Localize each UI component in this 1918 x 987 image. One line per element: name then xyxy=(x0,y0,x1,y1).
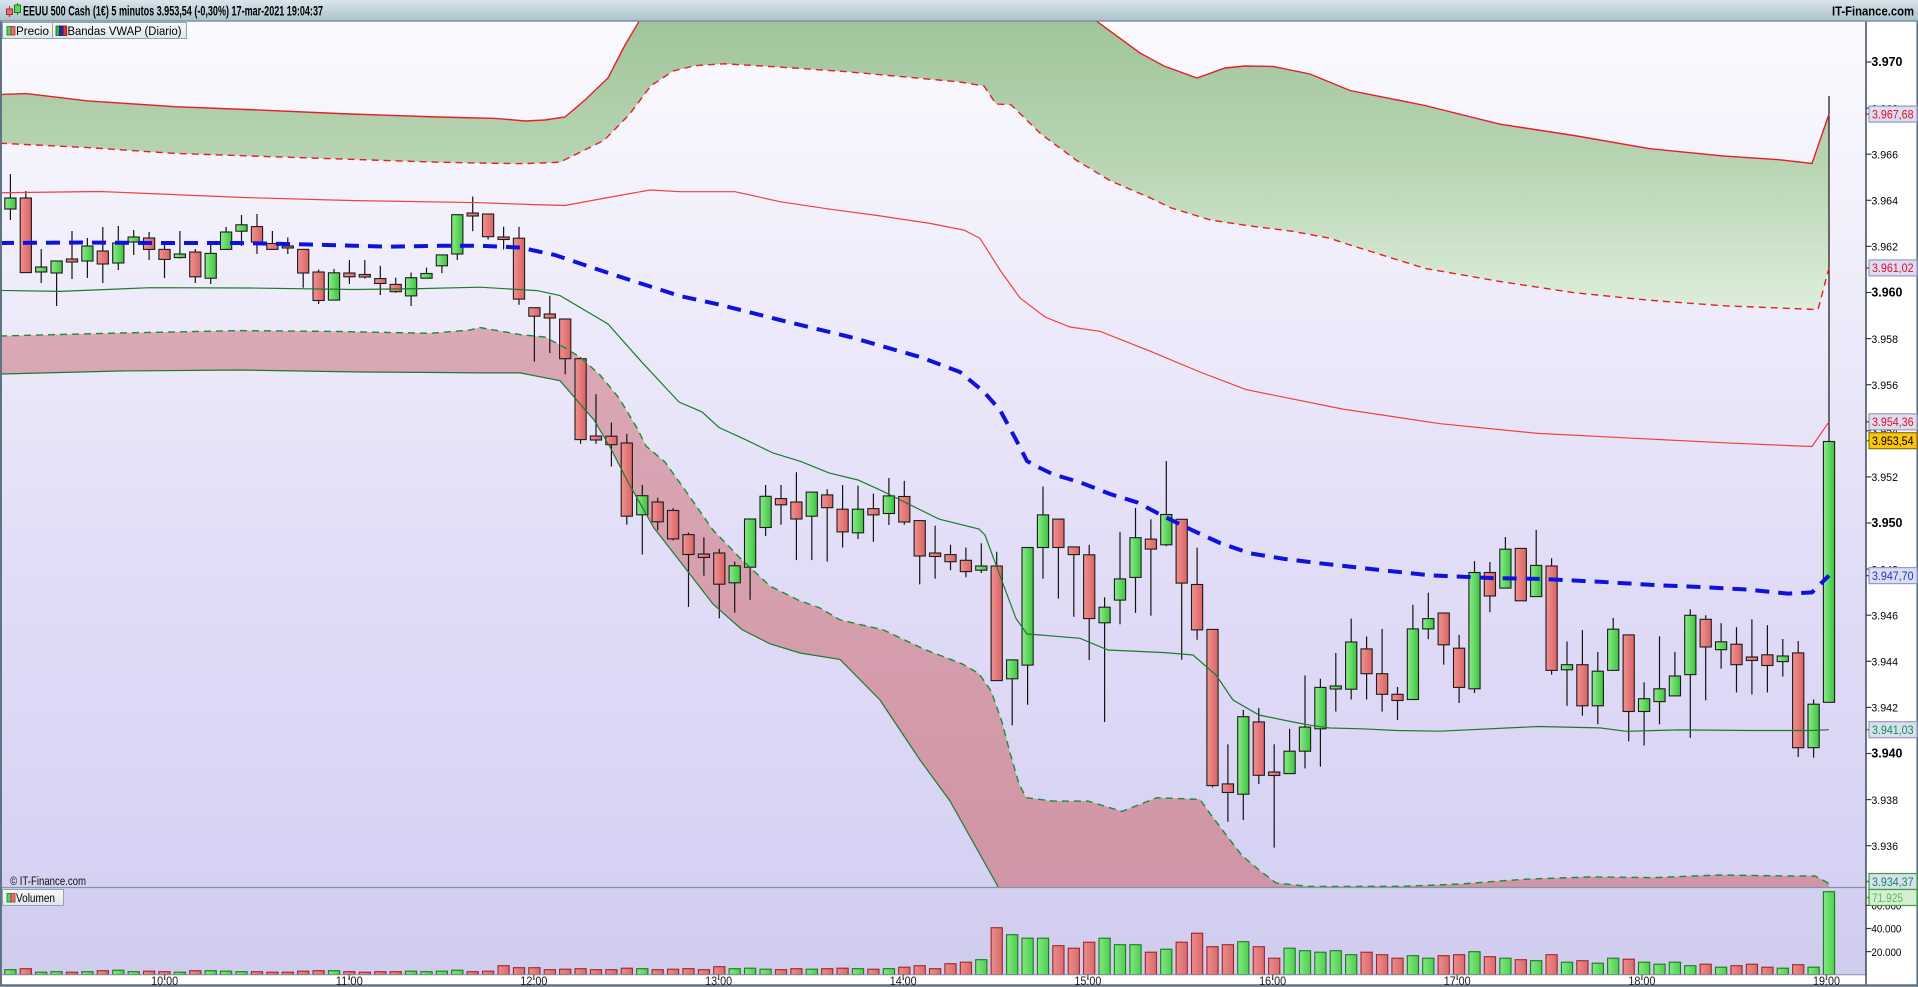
svg-text:3.950: 3.950 xyxy=(1871,515,1902,530)
svg-text:3.970: 3.970 xyxy=(1871,54,1902,69)
svg-text:© IT-Finance.com: © IT-Finance.com xyxy=(10,874,86,888)
svg-text:71.925: 71.925 xyxy=(1872,891,1903,905)
svg-text:3.952: 3.952 xyxy=(1871,472,1898,484)
svg-text:12:00: 12:00 xyxy=(520,974,547,987)
svg-text:3.934,37: 3.934,37 xyxy=(1872,875,1914,889)
svg-text:3.940: 3.940 xyxy=(1871,746,1902,761)
svg-text:16:00: 16:00 xyxy=(1259,974,1286,987)
svg-text:Volumen: Volumen xyxy=(16,891,55,905)
svg-text:3.967,68: 3.967,68 xyxy=(1872,107,1914,121)
svg-text:Precio: Precio xyxy=(16,24,49,38)
svg-text:EEUU 500 Cash (1€) 5 minutos 3: EEUU 500 Cash (1€) 5 minutos 3.953,54 (-… xyxy=(23,4,323,19)
svg-text:3.936: 3.936 xyxy=(1871,841,1898,853)
svg-text:13:00: 13:00 xyxy=(705,974,732,987)
svg-text:3.938: 3.938 xyxy=(1871,795,1898,807)
svg-text:3.944: 3.944 xyxy=(1871,657,1898,669)
svg-text:Bandas VWAP (Diario): Bandas VWAP (Diario) xyxy=(68,24,182,38)
svg-text:15:00: 15:00 xyxy=(1074,974,1101,987)
svg-text:3.942: 3.942 xyxy=(1871,703,1898,715)
svg-text:3.958: 3.958 xyxy=(1871,334,1898,346)
svg-text:3.960: 3.960 xyxy=(1871,285,1902,300)
svg-text:3.941,03: 3.941,03 xyxy=(1872,723,1914,737)
svg-text:18:00: 18:00 xyxy=(1628,974,1655,987)
svg-text:3.953,54: 3.953,54 xyxy=(1872,434,1914,448)
svg-text:14:00: 14:00 xyxy=(890,974,917,987)
svg-text:3.964: 3.964 xyxy=(1871,196,1898,208)
svg-text:3.956: 3.956 xyxy=(1871,380,1898,392)
svg-text:10:00: 10:00 xyxy=(151,974,178,987)
svg-text:11:00: 11:00 xyxy=(336,974,363,987)
svg-text:3.947,70: 3.947,70 xyxy=(1872,569,1914,583)
svg-text:3.946: 3.946 xyxy=(1871,610,1898,622)
svg-text:3.966: 3.966 xyxy=(1871,149,1898,161)
svg-text:IT-Finance.com: IT-Finance.com xyxy=(1832,4,1914,19)
svg-text:3.954,36: 3.954,36 xyxy=(1872,415,1914,429)
svg-text:20.000: 20.000 xyxy=(1871,947,1901,959)
svg-text:3.962: 3.962 xyxy=(1871,242,1898,254)
svg-text:17:00: 17:00 xyxy=(1444,974,1471,987)
svg-text:3.961,02: 3.961,02 xyxy=(1872,261,1914,275)
svg-text:40.000: 40.000 xyxy=(1871,924,1901,936)
svg-text:19:00: 19:00 xyxy=(1813,974,1840,987)
